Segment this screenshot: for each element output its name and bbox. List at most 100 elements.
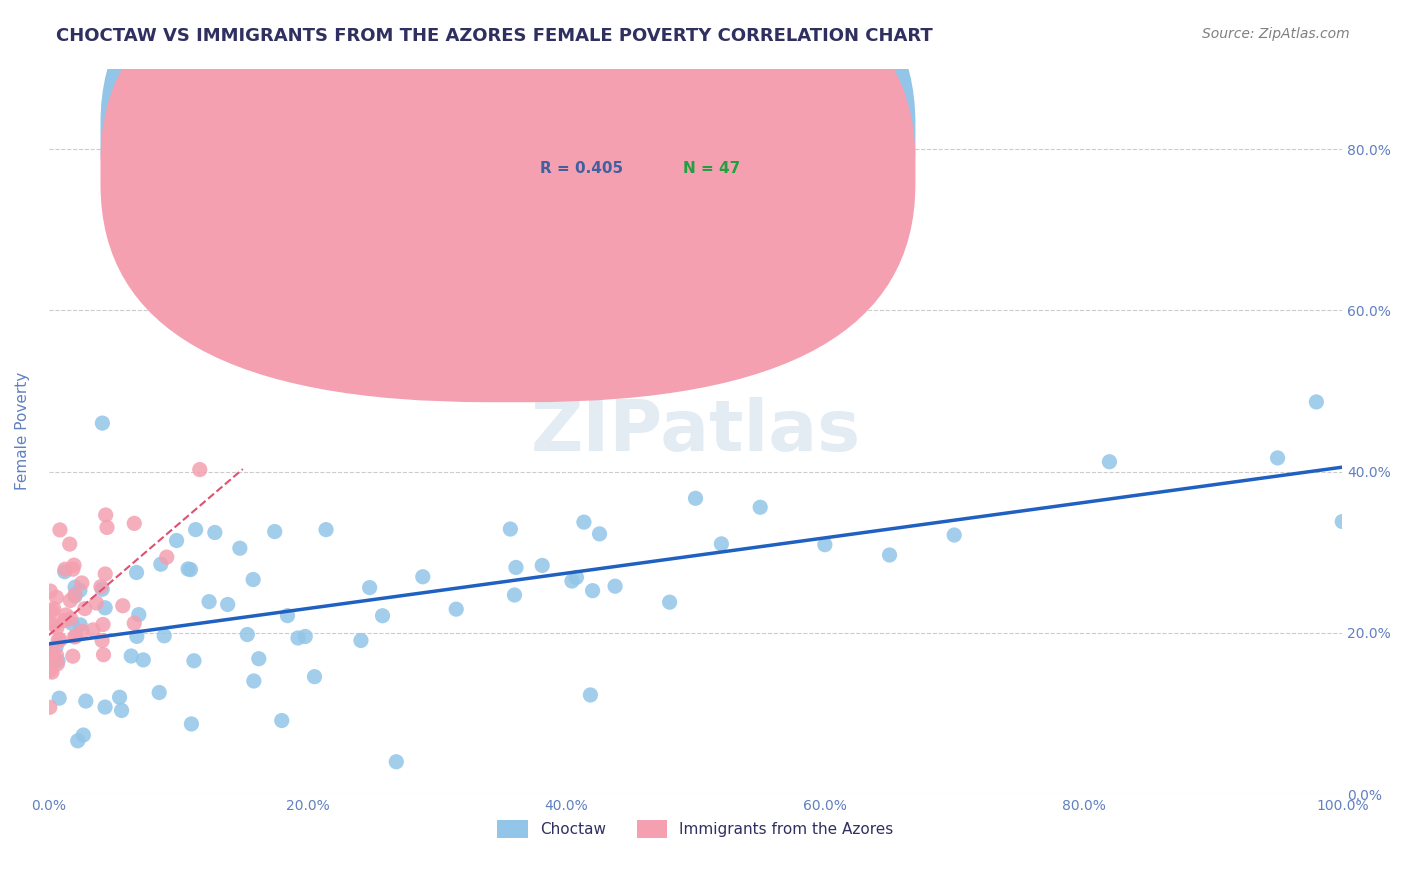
Point (603, 579, 626, 593)
Point (59, 611, 82, 625)
Point (59, 593, 82, 607)
Point (177, 562, 200, 576)
Point (236, 627, 259, 641)
Point (242, 573, 264, 587)
Point (229, 541, 252, 556)
Point (41, 645, 63, 659)
Point (122, 516, 145, 531)
Point (183, 654, 205, 668)
Point (943, 528, 966, 542)
Point (62, 649, 84, 664)
Point (45, 591, 67, 605)
Point (94, 566, 117, 581)
Point (247, 651, 270, 665)
Point (111, 599, 134, 613)
Point (63, 588, 86, 602)
Point (90, 580, 112, 594)
Point (46, 632, 69, 647)
Point (412, 570, 434, 584)
FancyBboxPatch shape (463, 112, 851, 210)
Point (38, 700, 60, 714)
Point (93, 648, 115, 662)
Point (531, 558, 554, 573)
Point (59, 537, 82, 551)
Point (75, 694, 97, 708)
Point (710, 537, 733, 551)
Text: N = 47: N = 47 (682, 161, 740, 176)
Text: CHOCTAW VS IMMIGRANTS FROM THE AZORES FEMALE POVERTY CORRELATION CHART: CHOCTAW VS IMMIGRANTS FROM THE AZORES FE… (56, 27, 934, 45)
Point (499, 522, 522, 536)
Point (39, 584, 62, 599)
Point (294, 630, 316, 644)
Point (385, 755, 408, 769)
Point (749, 500, 772, 515)
Point (125, 629, 148, 643)
Point (1305, 395, 1327, 409)
Point (53, 565, 76, 579)
Point (304, 670, 326, 684)
Point (84, 596, 107, 610)
Point (53, 562, 76, 576)
Point (44, 618, 66, 632)
Point (70, 576, 93, 591)
Text: ZIPatlas: ZIPatlas (530, 397, 860, 466)
Point (287, 631, 309, 645)
Point (153, 629, 176, 643)
Point (588, 527, 610, 541)
Point (685, 491, 707, 506)
Point (45, 640, 67, 654)
Point (91, 633, 114, 648)
Point (503, 588, 526, 602)
Point (198, 595, 221, 609)
Point (73, 601, 96, 615)
Text: R = 0.540: R = 0.540 (540, 125, 623, 140)
Point (45, 648, 67, 662)
Text: N = 76: N = 76 (682, 125, 740, 140)
Point (180, 717, 202, 731)
Point (350, 633, 373, 648)
Point (132, 653, 155, 667)
Point (82, 623, 104, 637)
Point (49, 632, 72, 647)
Point (108, 690, 131, 705)
Point (148, 685, 170, 699)
Point (179, 563, 201, 577)
Point (91, 617, 114, 632)
Point (94, 600, 117, 615)
Point (48, 691, 70, 706)
Point (42, 602, 65, 616)
Point (217, 598, 239, 612)
Point (120, 648, 142, 663)
Point (53, 614, 76, 628)
Text: Source: ZipAtlas.com: Source: ZipAtlas.com (1202, 27, 1350, 41)
Point (72, 728, 94, 742)
Point (371, 608, 394, 623)
Point (41, 653, 63, 667)
Point (879, 548, 901, 562)
Point (65, 629, 87, 643)
Point (122, 616, 145, 631)
Point (156, 550, 179, 565)
Point (1267, 450, 1289, 465)
Point (91, 416, 114, 430)
Point (94, 508, 117, 522)
Point (41, 665, 63, 680)
Point (62, 562, 84, 576)
Point (188, 462, 211, 476)
Point (1331, 515, 1354, 529)
Point (94, 700, 117, 714)
Point (444, 602, 467, 616)
Point (276, 608, 298, 623)
Point (63, 589, 86, 603)
Point (46, 657, 69, 671)
Point (63, 630, 86, 644)
Point (38, 645, 60, 659)
Point (38, 615, 60, 629)
Point (70, 624, 93, 639)
Point (572, 515, 595, 529)
Point (45, 621, 67, 635)
Point (149, 558, 172, 572)
Point (39, 664, 62, 678)
Point (55, 607, 77, 622)
Point (270, 714, 292, 728)
